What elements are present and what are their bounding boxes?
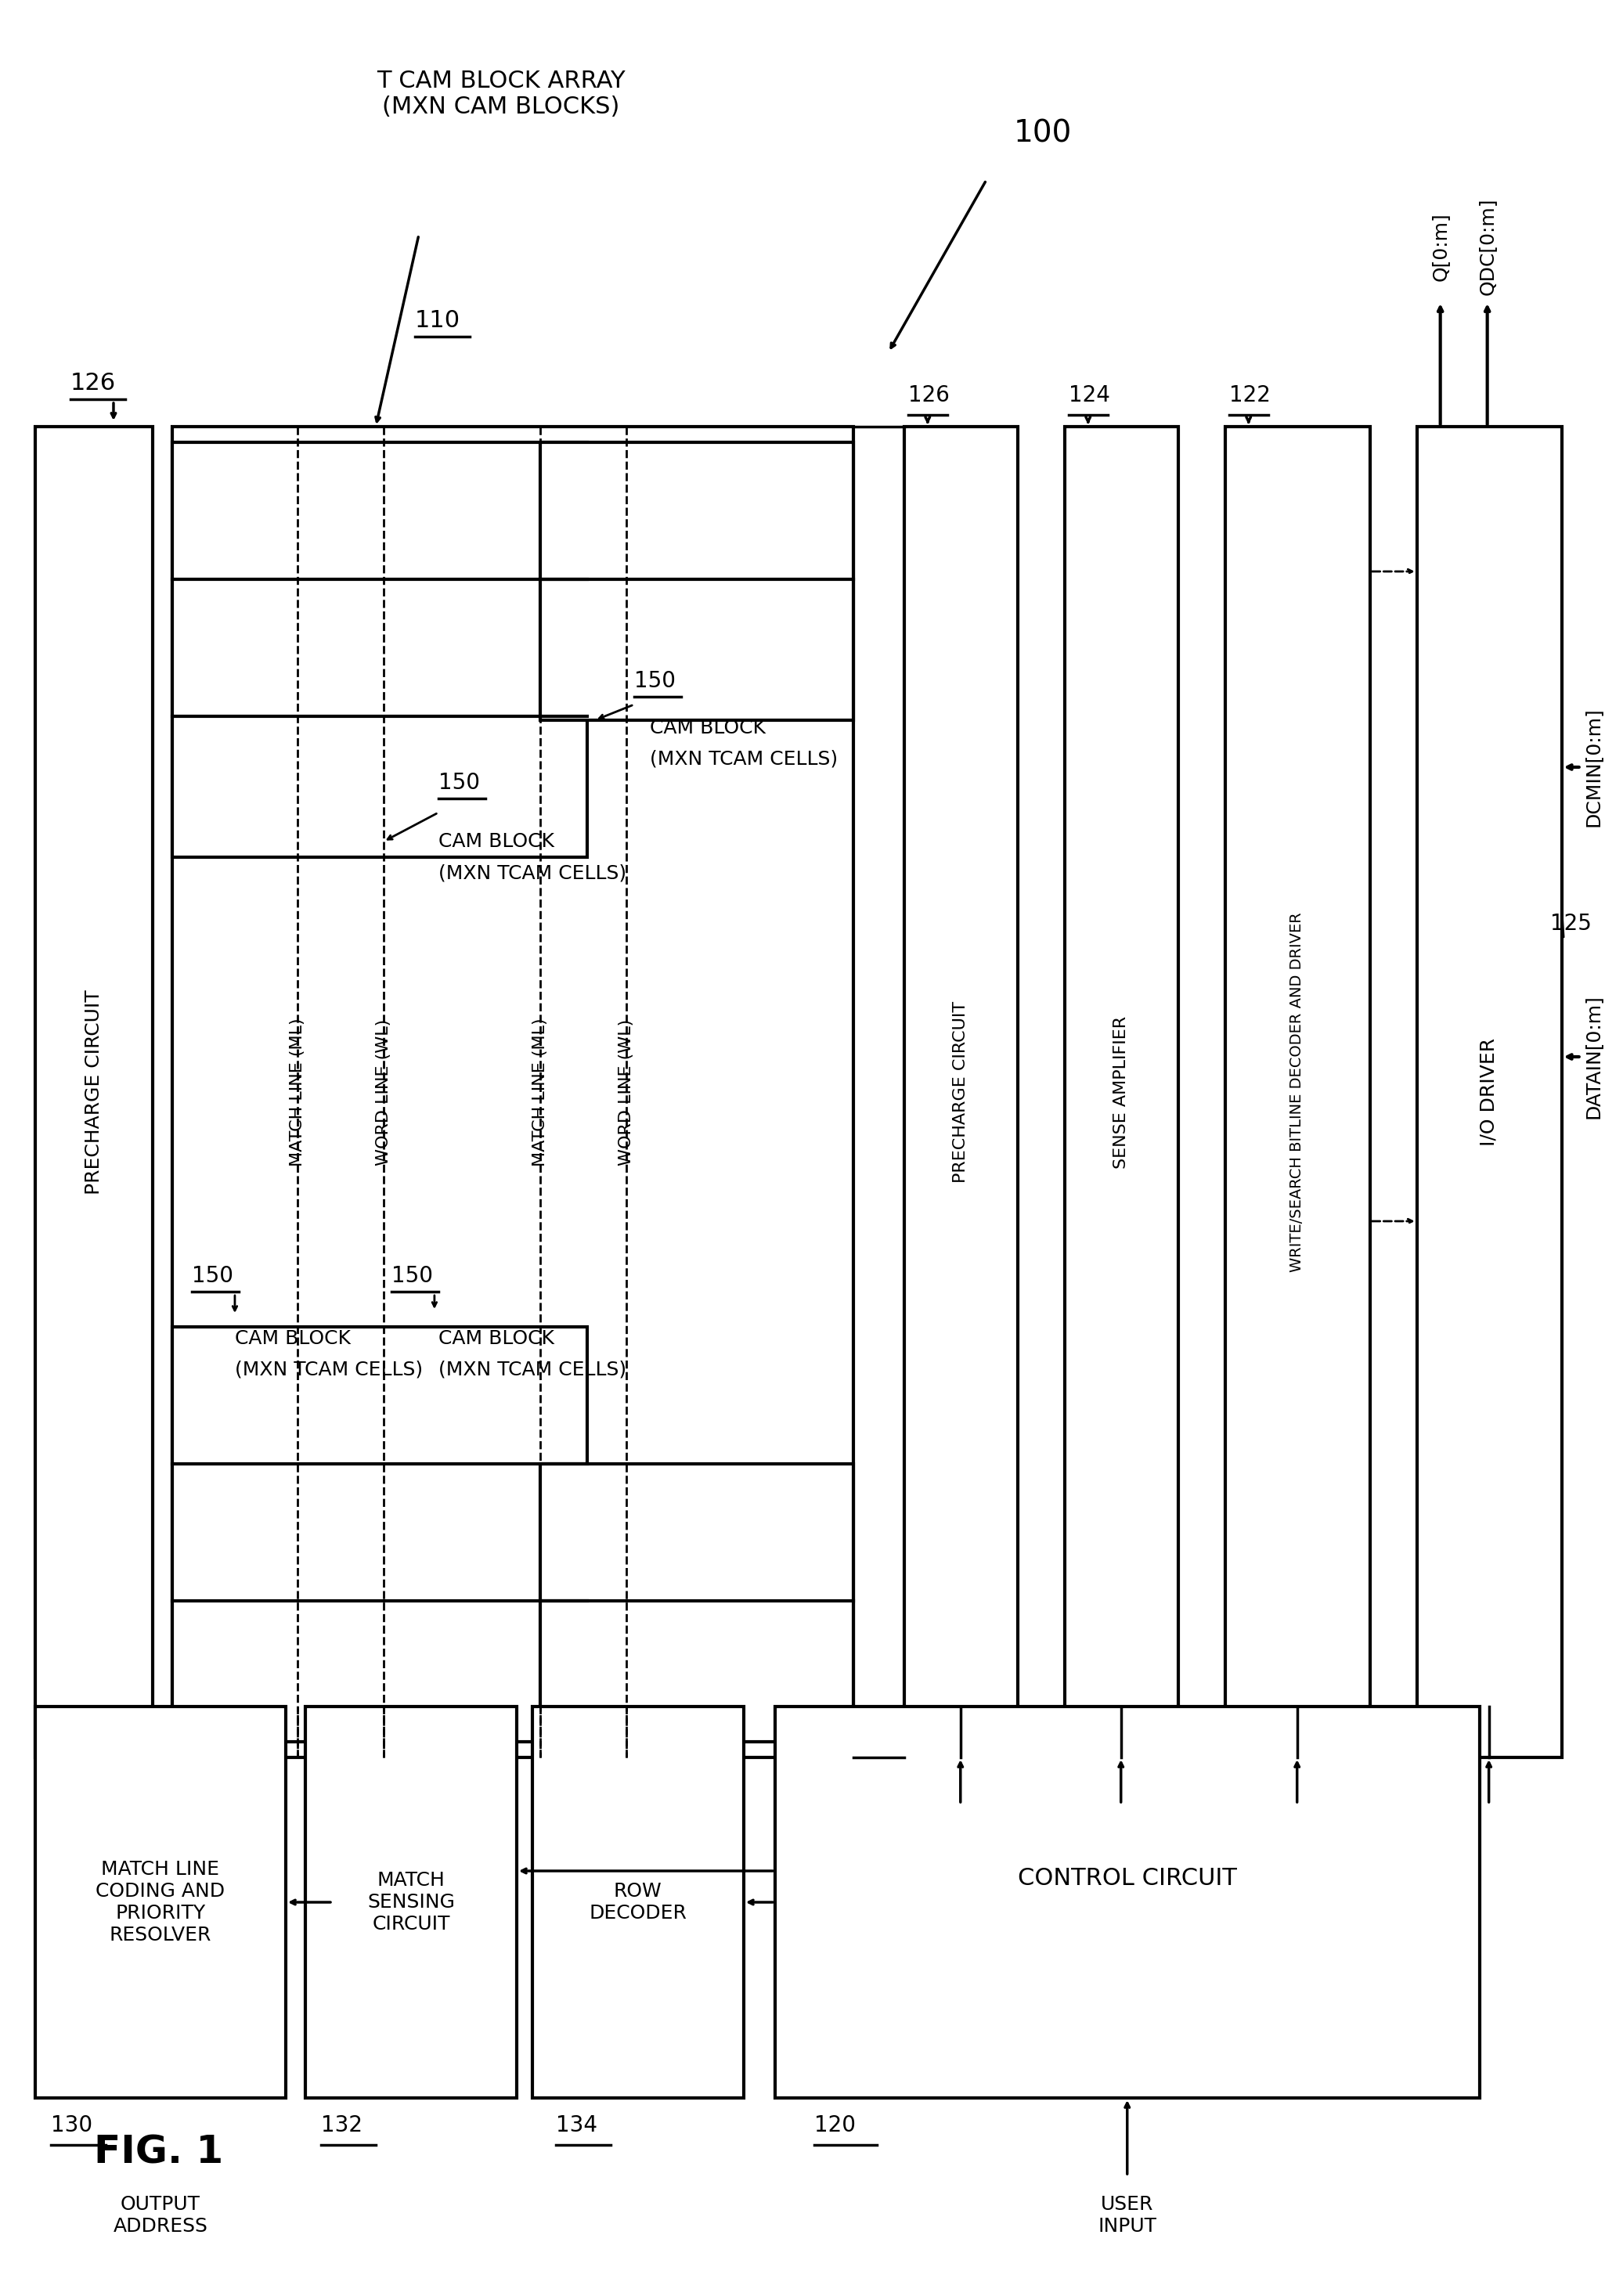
Bar: [1417, 427, 1562, 1756]
Text: DATAIN[0:m]: DATAIN[0:m]: [1584, 994, 1602, 1118]
Text: 100: 100: [1014, 117, 1072, 147]
Bar: [172, 443, 587, 856]
Text: 150: 150: [191, 1265, 233, 1288]
Text: WORD LINE (WL): WORD LINE (WL): [376, 1019, 392, 1166]
Bar: [1064, 427, 1178, 1756]
Text: 124: 124: [1069, 383, 1111, 406]
Text: 132: 132: [321, 2115, 363, 2135]
Text: 130: 130: [51, 2115, 93, 2135]
Text: WRITE/SEARCH BITLINE DECODER AND DRIVER: WRITE/SEARCH BITLINE DECODER AND DRIVER: [1290, 912, 1305, 1272]
Text: I/O DRIVER: I/O DRIVER: [1480, 1038, 1497, 1146]
Text: 125: 125: [1550, 914, 1591, 934]
Text: (MXN TCAM CELLS): (MXN TCAM CELLS): [234, 1362, 422, 1380]
Text: MATCH LINE
CODING AND
PRIORITY
RESOLVER: MATCH LINE CODING AND PRIORITY RESOLVER: [96, 1860, 225, 1945]
Bar: [305, 1706, 517, 2099]
Text: 150: 150: [634, 670, 676, 691]
Text: SENSE AMPLIFIER: SENSE AMPLIFIER: [1114, 1015, 1128, 1169]
Bar: [533, 1706, 743, 2099]
Text: (MXN TCAM CELLS): (MXN TCAM CELLS): [650, 751, 838, 769]
Text: 126: 126: [71, 372, 116, 395]
Text: USER
INPUT: USER INPUT: [1098, 2195, 1157, 2236]
Text: (MXN TCAM CELLS): (MXN TCAM CELLS): [438, 1362, 626, 1380]
Bar: [35, 427, 152, 1756]
Text: CAM BLOCK: CAM BLOCK: [234, 1329, 351, 1348]
Text: 120: 120: [814, 2115, 855, 2135]
Text: QDC[0:m]: QDC[0:m]: [1478, 197, 1497, 296]
Text: CAM BLOCK: CAM BLOCK: [438, 831, 554, 852]
Text: 126: 126: [908, 383, 950, 406]
Bar: [1225, 427, 1371, 1756]
Text: MATCH
SENSING
CIRCUIT: MATCH SENSING CIRCUIT: [368, 1871, 454, 1933]
Text: FIG. 1: FIG. 1: [95, 2133, 223, 2172]
Text: ROW
DECODER: ROW DECODER: [589, 1883, 687, 1922]
Bar: [172, 1327, 587, 1743]
Text: MATCH LINE (ML): MATCH LINE (ML): [289, 1017, 305, 1166]
Bar: [541, 443, 854, 721]
Text: (MXN TCAM CELLS): (MXN TCAM CELLS): [438, 863, 626, 882]
Text: Q[0:m]: Q[0:m]: [1432, 211, 1449, 280]
Text: 134: 134: [555, 2115, 597, 2135]
Text: 110: 110: [414, 310, 461, 333]
Bar: [541, 1465, 854, 1743]
Text: CAM BLOCK: CAM BLOCK: [438, 1329, 554, 1348]
Text: OUTPUT
ADDRESS: OUTPUT ADDRESS: [112, 2195, 207, 2236]
Bar: [904, 427, 1018, 1756]
Bar: [775, 1706, 1480, 2099]
Text: PRECHARGE CIRCUIT: PRECHARGE CIRCUIT: [953, 1001, 968, 1182]
Text: CAM BLOCK: CAM BLOCK: [650, 719, 766, 737]
Bar: [35, 1706, 286, 2099]
Text: T CAM BLOCK ARRAY
(MXN CAM BLOCKS): T CAM BLOCK ARRAY (MXN CAM BLOCKS): [377, 69, 626, 119]
Text: 150: 150: [392, 1265, 433, 1288]
Text: CONTROL CIRCUIT: CONTROL CIRCUIT: [1018, 1867, 1237, 1890]
Text: PRECHARGE CIRCUIT: PRECHARGE CIRCUIT: [85, 990, 103, 1194]
Text: MATCH LINE (ML): MATCH LINE (ML): [533, 1017, 547, 1166]
Text: DCMIN[0:m]: DCMIN[0:m]: [1584, 707, 1602, 827]
Text: 150: 150: [438, 771, 480, 794]
Text: 122: 122: [1229, 383, 1271, 406]
Text: WORD LINE (WL): WORD LINE (WL): [618, 1019, 634, 1166]
Bar: [172, 427, 854, 1756]
